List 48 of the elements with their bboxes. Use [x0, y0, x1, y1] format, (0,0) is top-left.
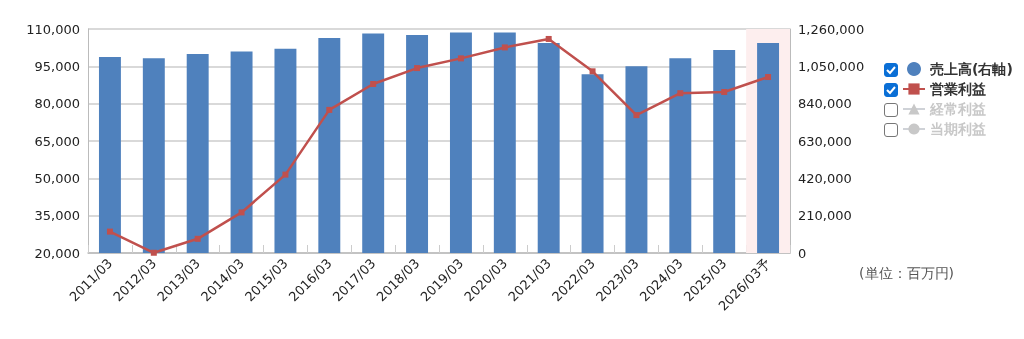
y-tick-label: 20,000	[34, 245, 80, 261]
bar	[713, 49, 736, 253]
y-tick-label: 65,000	[34, 133, 80, 149]
y2-tick-label: 630,000	[798, 133, 852, 149]
y-tick-label: 80,000	[34, 96, 80, 112]
point	[282, 171, 289, 178]
bar	[186, 54, 209, 253]
legend-label: 営業利益	[930, 81, 986, 97]
point	[414, 65, 421, 72]
bar	[362, 33, 385, 253]
point	[370, 81, 377, 87]
point	[501, 44, 508, 51]
y2-tick-label: 1,050,000	[798, 58, 865, 74]
y-tick-label: 35,000	[34, 208, 80, 224]
y-tick-label: 110,000	[26, 21, 80, 37]
point	[721, 88, 728, 95]
y2-tick-label: 840,000	[798, 96, 852, 112]
bar	[406, 35, 429, 253]
bar	[142, 58, 165, 253]
bar	[581, 74, 604, 253]
point	[677, 90, 684, 97]
point	[457, 55, 464, 62]
point	[545, 35, 552, 42]
point	[589, 68, 596, 75]
bar	[230, 51, 253, 253]
legend-label: 売上高(右軸)	[930, 61, 1013, 77]
bar	[537, 43, 560, 253]
y2-tick-label: 210,000	[798, 208, 852, 224]
point	[765, 74, 772, 81]
y-tick-label: 95,000	[34, 58, 80, 74]
point	[238, 209, 245, 216]
bar	[318, 38, 341, 253]
point	[326, 106, 333, 113]
point	[106, 228, 113, 235]
y2-tick-label: 1,260,000	[798, 21, 865, 37]
bar	[98, 57, 121, 253]
y2-tick-label: 0	[798, 245, 807, 261]
bar	[274, 48, 297, 253]
point	[194, 235, 201, 242]
bar	[669, 58, 692, 253]
bar	[493, 32, 516, 253]
bar	[625, 66, 648, 253]
point	[633, 112, 640, 119]
text: (単位：百万円)	[859, 265, 955, 281]
point	[150, 249, 157, 256]
bar	[449, 32, 472, 253]
y-tick-label: 50,000	[34, 170, 80, 186]
y2-tick-label: 420,000	[798, 170, 852, 186]
